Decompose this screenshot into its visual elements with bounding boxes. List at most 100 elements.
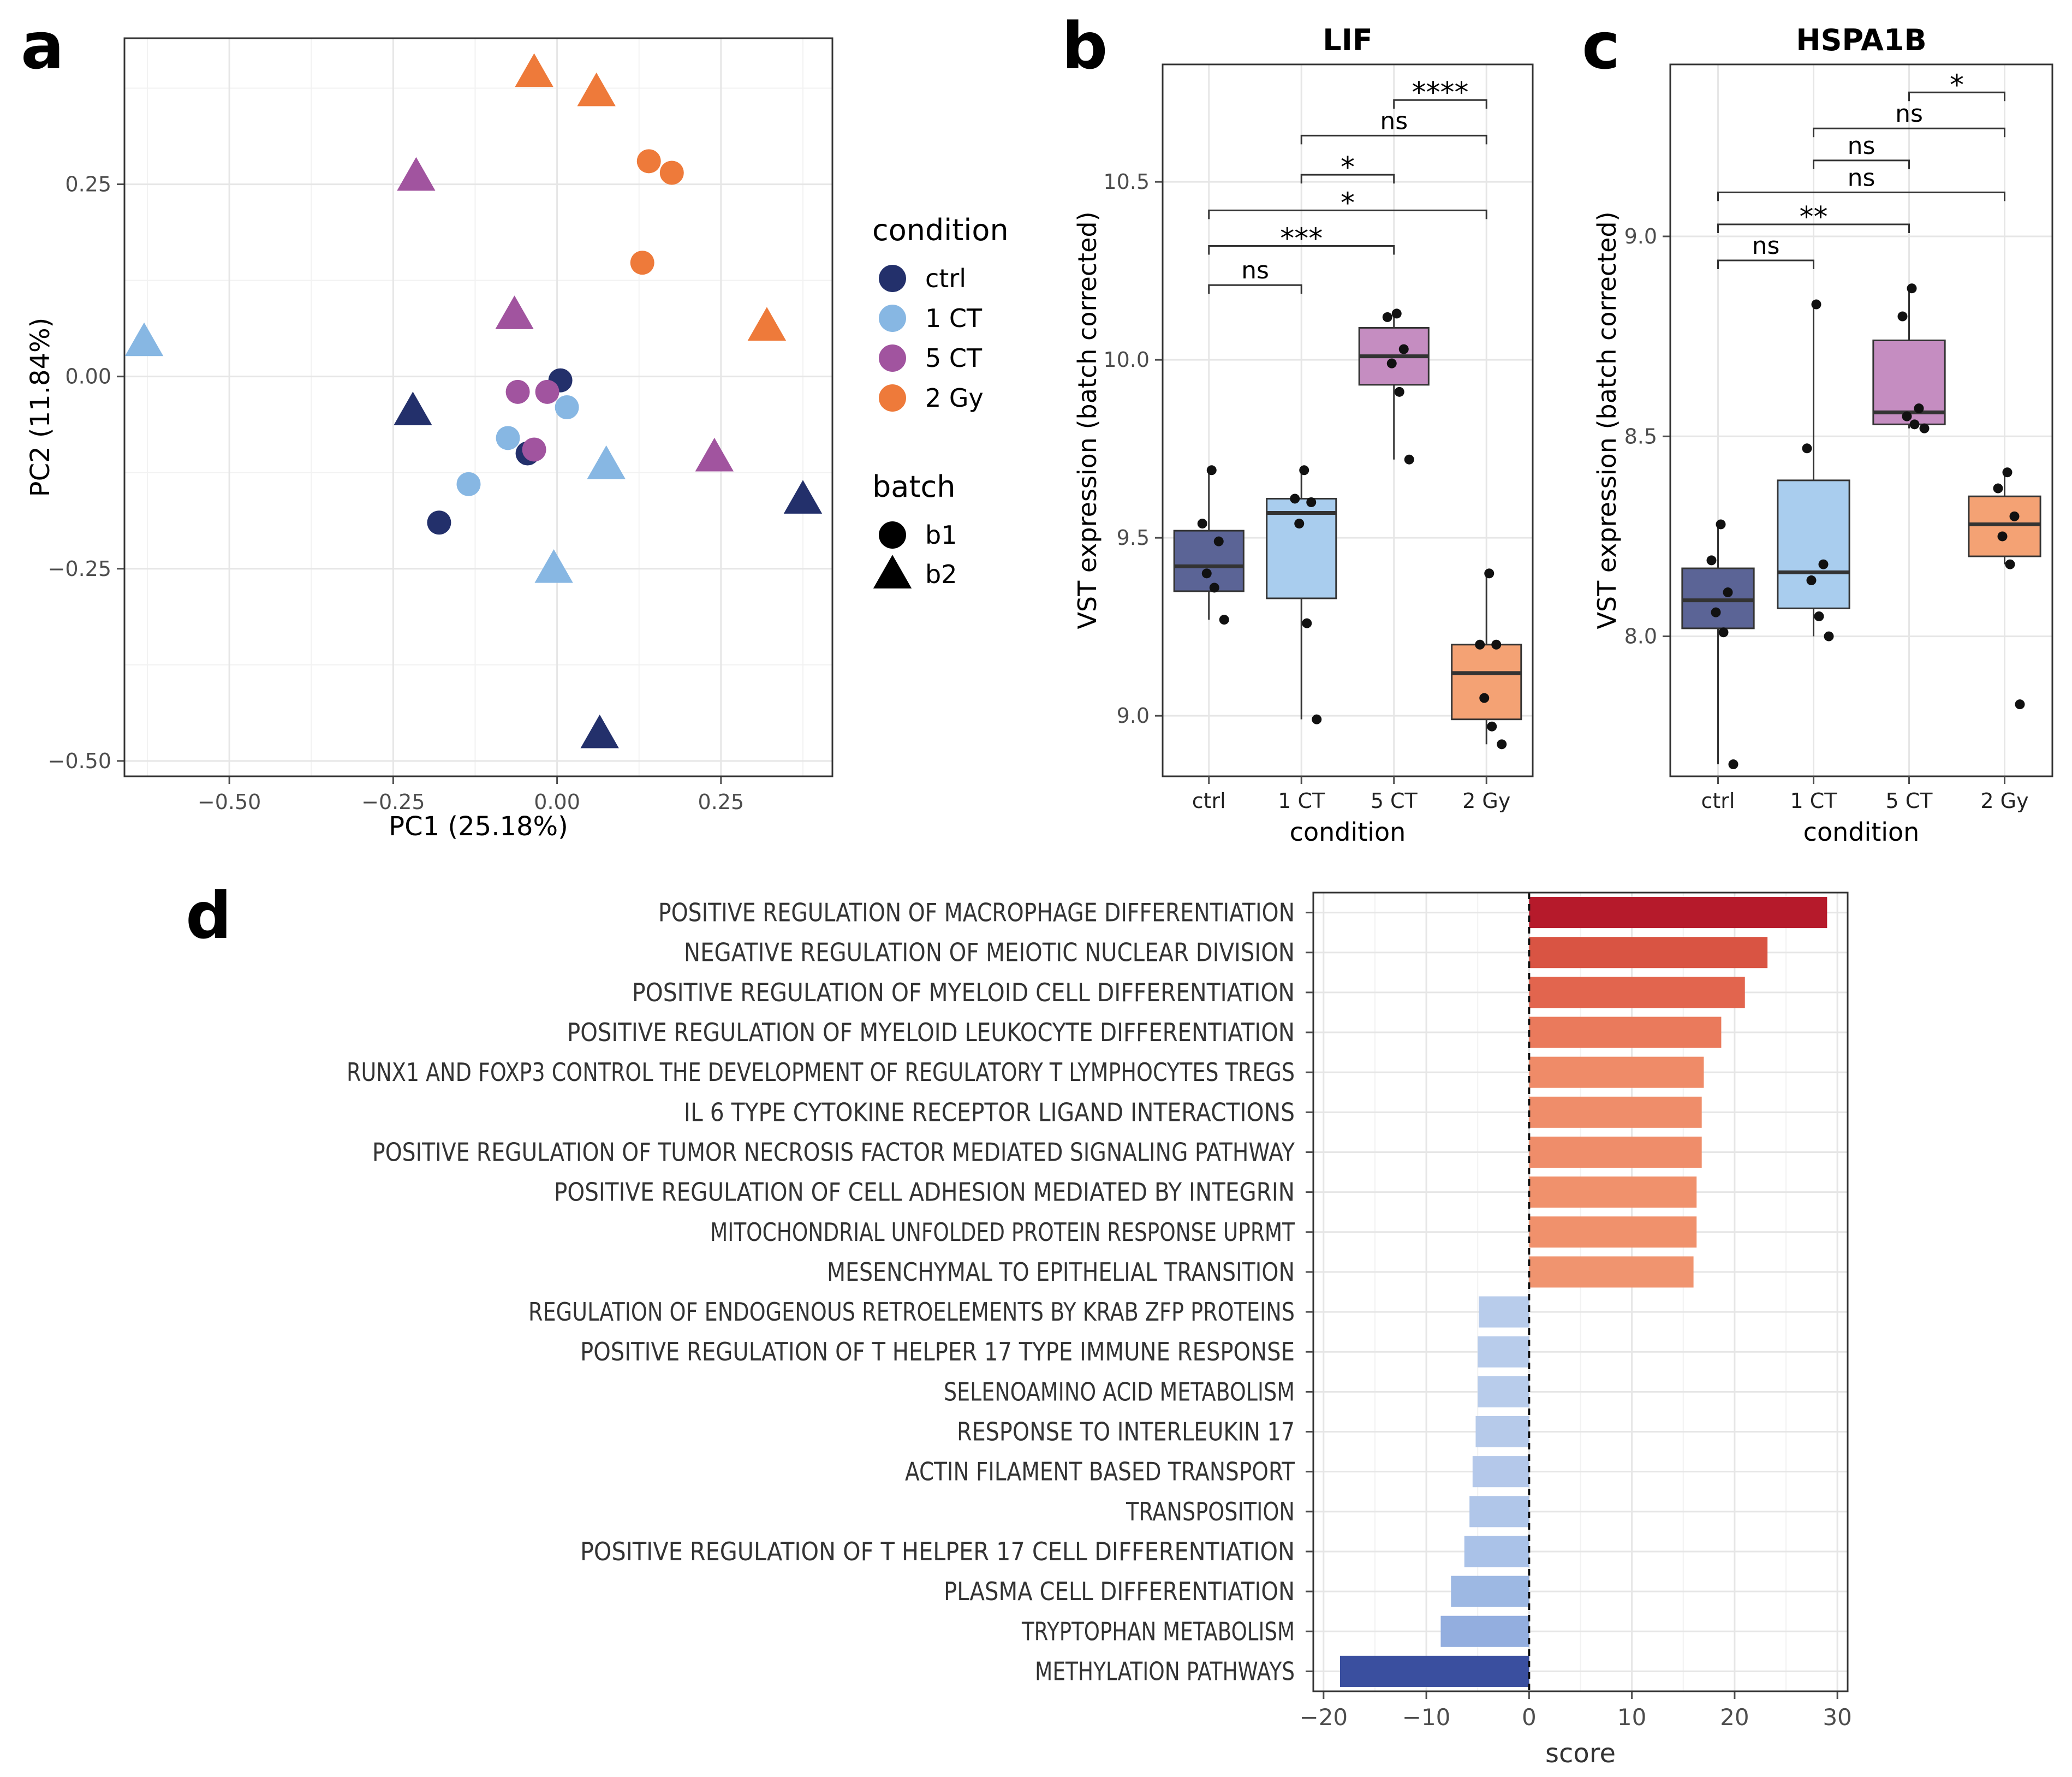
box-body — [1173, 530, 1245, 592]
pathway-label: PLASMA CELL DIFFERENTIATION — [944, 1577, 1295, 1606]
jitter-point — [1907, 283, 1917, 294]
legend-batch-label: b2 — [925, 560, 957, 589]
pathway-label: POSITIVE REGULATION OF MYELOID LEUKOCYTE… — [567, 1018, 1295, 1047]
panel-letter-a: a — [21, 8, 64, 84]
scatter-point — [659, 161, 684, 185]
scatter-point — [522, 437, 546, 462]
jitter-point — [1209, 583, 1219, 593]
jitter-point — [1718, 627, 1729, 638]
y-tick-label: 8.5 — [1624, 424, 1657, 448]
jitter-point — [1818, 559, 1829, 569]
jitter-point — [1487, 721, 1497, 732]
jitter-point — [1814, 611, 1824, 621]
panel-letter-d: d — [186, 878, 231, 953]
chart-title: HSPA1B — [1796, 23, 1926, 57]
jitter-point — [1294, 519, 1305, 529]
scatter-point — [496, 426, 520, 450]
score-bar — [1472, 1456, 1529, 1488]
jitter-point — [1993, 483, 2003, 494]
pathway-label: METHYLATION PATHWAYS — [1035, 1656, 1295, 1686]
score-bar — [1529, 1256, 1694, 1288]
y-tick-label: −0.25 — [48, 557, 111, 581]
significance-label: ns — [1241, 257, 1269, 284]
x-tick-label: −0.25 — [361, 790, 425, 814]
box-body — [1451, 644, 1522, 721]
jitter-point — [1394, 387, 1404, 397]
box-body — [1968, 495, 2041, 557]
jitter-point — [1716, 519, 1726, 530]
x-tick-label: 30 — [1823, 1704, 1851, 1731]
pathway-label: POSITIVE REGULATION OF MYELOID CELL DIFF… — [632, 978, 1295, 1007]
jitter-point — [1197, 519, 1207, 529]
scatter-point — [577, 72, 616, 106]
jitter-point — [1897, 311, 1908, 322]
jitter-point — [1902, 411, 1912, 421]
significance-label: * — [1341, 187, 1355, 219]
scatter-point — [695, 437, 734, 472]
y-axis-label: VST expression (batch corrected) — [1592, 211, 1622, 629]
significance-label: ns — [1848, 164, 1875, 192]
jitter-point — [2009, 511, 2020, 521]
legend-condition-marker — [879, 384, 906, 412]
legend-condition-marker — [879, 265, 906, 292]
pathway-label: NEGATIVE REGULATION OF MEIOTIC NUCLEAR D… — [684, 938, 1295, 967]
pathway-score-bar-chart: −20 −10 0 10 20 30 POSITIVE REGULATION OF MACR… — [347, 892, 1852, 1769]
x-tick-label: 2 Gy — [1462, 789, 1510, 813]
scatter-point — [587, 445, 626, 479]
pathway-label: POSITIVE REGULATION OF T HELPER 17 CELL … — [580, 1537, 1295, 1566]
plot-border — [1669, 63, 2053, 777]
legend-condition-title: condition — [872, 213, 1009, 247]
jitter-point — [1806, 575, 1817, 586]
plot-border — [1312, 892, 1849, 1692]
score-bar — [1529, 1056, 1704, 1088]
plot-border — [123, 37, 833, 777]
score-bar — [1469, 1496, 1529, 1528]
significance-bracket — [1813, 159, 1910, 169]
score-bar — [1451, 1576, 1529, 1607]
significance-label: ns — [1752, 232, 1780, 260]
jitter-point — [1497, 739, 1507, 750]
x-tick-label: 20 — [1720, 1704, 1749, 1731]
scatter-point — [555, 395, 579, 419]
scatter-point — [427, 510, 451, 535]
x-axis-label: condition — [1803, 817, 1920, 847]
jitter-point — [1919, 423, 1930, 433]
y-tick-label: 9.5 — [1117, 526, 1150, 550]
pathway-label: POSITIVE REGULATION OF TUMOR NECROSIS FA… — [372, 1137, 1295, 1167]
jitter-point — [1201, 568, 1212, 579]
plot-border — [1162, 63, 1534, 777]
jitter-point — [1386, 358, 1397, 369]
score-bar — [1478, 1376, 1529, 1407]
jitter-point — [1491, 639, 1502, 650]
jitter-point — [1398, 344, 1409, 354]
jitter-point — [1479, 693, 1490, 703]
pathway-label: REGULATION OF ENDOGENOUS RETROELEMENTS B… — [528, 1297, 1295, 1327]
legend-condition-label: 5 CT — [925, 343, 983, 373]
score-bar — [1529, 1096, 1702, 1128]
scatter-point — [580, 714, 619, 748]
jitter-point — [1802, 443, 1812, 454]
jitter-point — [1213, 536, 1224, 546]
scatter-point — [535, 379, 559, 404]
jitter-point — [2002, 467, 2013, 478]
significance-label: ns — [1895, 100, 1923, 128]
y-tick-label: 9.0 — [1624, 224, 1657, 248]
jitter-point — [1382, 312, 1392, 322]
significance-bracket — [1208, 209, 1487, 219]
legend-batch-title: batch — [872, 469, 955, 504]
legend-condition-marker — [879, 344, 906, 372]
significance-label: *** — [1280, 223, 1323, 255]
pathway-label: POSITIVE REGULATION OF T HELPER 17 TYPE … — [580, 1337, 1295, 1366]
x-tick-label: 5 CT — [1371, 789, 1418, 813]
pathway-label: SELENOAMINO ACID METABOLISM — [944, 1377, 1295, 1406]
chart-title: LIF — [1323, 23, 1372, 57]
x-tick-label: 0.00 — [534, 790, 580, 814]
pathway-label: TRANSPOSITION — [1126, 1497, 1295, 1526]
significance-label: **** — [1412, 76, 1469, 109]
jitter-point — [2015, 699, 2025, 710]
score-bar — [1479, 1296, 1529, 1328]
significance-bracket — [1717, 259, 1814, 269]
y-tick-label: 0.25 — [65, 173, 111, 197]
